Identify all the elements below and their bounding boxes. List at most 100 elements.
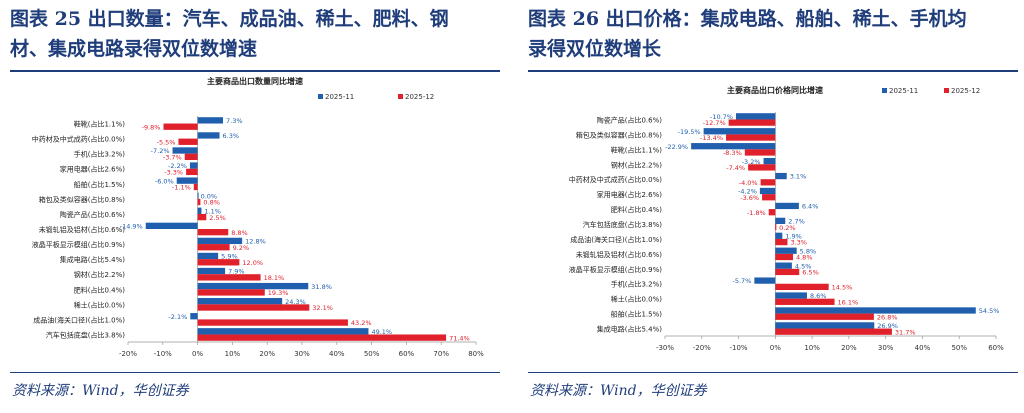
price-bar-s1: [763, 157, 776, 165]
qty-category-label: 汽车包括底盘(占比3.8%): [46, 330, 126, 339]
qty-category-label: 钢材(占比2.2%): [74, 270, 126, 279]
qty-bar-s1: [197, 207, 202, 214]
price-legend-label: 2025-11: [889, 87, 918, 95]
qty-bar-s1: [197, 252, 219, 260]
price-bar-s1: [775, 292, 807, 299]
qty-bar-s1: [145, 222, 198, 229]
qty-data-label: 24.3%: [285, 298, 306, 306]
price-bar-s2: [775, 283, 829, 291]
left-panel-title: 图表 25 出口数量：汽车、成品油、稀土、肥料、钢 材、集成电路录得双位数增速: [10, 4, 449, 64]
price-bar-s2: [728, 119, 776, 126]
price-legend-swatch: [882, 88, 887, 93]
price-x-tick-label: -10%: [730, 344, 748, 352]
qty-category-label: 船舶(占比1.5%): [74, 180, 126, 189]
right-footer-rule: [528, 372, 1018, 373]
price-bar-s1: [775, 217, 786, 224]
qty-bar-s1: [197, 282, 309, 290]
price-data-label: 26.8%: [877, 313, 898, 321]
price-data-label: 6.4%: [802, 203, 819, 211]
qty-x-tick-label: 0%: [192, 350, 203, 358]
qty-bar-s2: [197, 334, 447, 341]
price-data-label: 16.1%: [838, 298, 859, 306]
qty-data-label: 0.0%: [201, 192, 218, 200]
price-data-label: -22.9%: [665, 143, 688, 151]
right-panel-title: 图表 26 出口价格：集成电路、船舶、稀土、手机均 录得双位数增长: [528, 4, 967, 64]
qty-category-label: 集成电路(占比5.4%): [60, 255, 126, 264]
qty-data-label: -3.7%: [163, 153, 182, 161]
price-category-label: 陶瓷产品(占比0.6%): [597, 115, 663, 124]
price-legend-label: 2025-12: [951, 87, 980, 95]
qty-legend-label: 2025-12: [405, 93, 434, 101]
price-data-label: 3.3%: [790, 239, 807, 247]
qty-bar-s1: [197, 117, 224, 124]
qty-bar-s2: [193, 183, 198, 191]
qty-data-label: -6.0%: [155, 177, 174, 185]
price-bar-s1: [759, 187, 776, 195]
price-data-label: -13.4%: [700, 134, 723, 142]
price-category-label: 钢材(占比2.2%): [611, 160, 663, 169]
qty-category-label: 稀土(占比0.0%): [74, 300, 126, 309]
qty-data-label: 71.4%: [449, 334, 470, 342]
price-chart-title: 主要商品出口价格同比增速: [727, 85, 823, 95]
price-data-label: 4.5%: [795, 262, 812, 270]
qty-x-tick-label: 50%: [364, 350, 380, 358]
price-category-label: 中药材及中式成药(占比0.0%): [569, 175, 663, 184]
qty-data-label: 18.1%: [264, 274, 285, 282]
qty-data-label: 12.8%: [245, 238, 266, 246]
left-title-line1: 图表 25 出口数量：汽车、成品油、稀土、肥料、钢: [10, 8, 449, 30]
price-bar-s2: [775, 224, 777, 231]
price-data-label: -4.0%: [739, 179, 758, 187]
qty-legend-label: 2025-11: [325, 93, 354, 101]
qty-bar-s1: [197, 298, 283, 305]
qty-category-label: 肥料(占比0.4%): [74, 285, 126, 294]
price-data-label: 5.8%: [800, 247, 817, 255]
price-x-tick-label: -30%: [656, 344, 674, 352]
price-data-label: -12.7%: [703, 119, 726, 127]
right-title-line1: 图表 26 出口价格：集成电路、船舶、稀土、手机均: [528, 8, 967, 30]
qty-bar-s1: [197, 132, 220, 139]
price-category-label: 稀土(占比0.0%): [611, 295, 663, 304]
left-title-line2: 材、集成电路录得双位数增速: [10, 38, 258, 60]
qty-bar-s1: [176, 177, 198, 184]
qty-category-label: 陶瓷产品(占比0.6%): [60, 210, 126, 219]
qty-data-label: -5.5%: [157, 138, 176, 146]
qty-category-label: 未锻轧铝及铝材(占比0.6%): [39, 225, 126, 234]
right-source: 资料来源：Wind，华创证券: [530, 383, 707, 399]
price-data-label: 2.7%: [788, 218, 805, 226]
price-data-label: 4.8%: [796, 254, 813, 262]
price-bar-s1: [775, 262, 792, 269]
price-bar-s2: [775, 313, 874, 320]
price-bar-s1: [775, 202, 799, 210]
qty-bar-s1: [172, 147, 198, 154]
price-bar-s1: [775, 232, 783, 239]
price-data-label: 8.6%: [810, 292, 827, 300]
qty-data-label: 19.3%: [268, 289, 289, 297]
qty-bar-s2: [197, 259, 240, 266]
price-data-label: -3.6%: [740, 194, 759, 202]
price-x-tick-label: 0%: [770, 344, 781, 352]
qty-data-label: 5.9%: [221, 253, 238, 261]
qty-bar-s1: [197, 267, 226, 275]
qty-category-label: 液晶平板显示模组(占比0.9%): [32, 240, 126, 249]
qty-bar-s2: [197, 213, 207, 221]
price-bar-s1: [775, 322, 875, 329]
price-data-label: 3.1%: [790, 173, 807, 181]
price-data-label: -4.2%: [738, 188, 757, 196]
qty-data-label: 32.1%: [312, 304, 333, 312]
price-x-tick-label: 20%: [841, 344, 857, 352]
qty-data-label: 9.2%: [233, 244, 250, 252]
qty-data-label: -2.1%: [168, 313, 187, 321]
left-title-rule: [10, 70, 500, 72]
qty-bar-s2: [163, 123, 198, 130]
qty-data-label: -2.2%: [168, 162, 187, 170]
qty-x-tick-label: -10%: [154, 350, 172, 358]
qty-category-label: 箱包及类似容器(占比0.8%): [39, 195, 126, 204]
qty-bar-s2: [197, 319, 348, 326]
price-category-label: 汽车包括底盘(占比3.8%): [583, 220, 663, 229]
left-source: 资料来源：Wind，华创证券: [12, 383, 189, 399]
qty-x-tick-label: 60%: [399, 350, 415, 358]
price-bar-s1: [703, 128, 776, 135]
qty-x-tick-label: 20%: [259, 350, 275, 358]
price-legend-swatch: [944, 88, 949, 93]
